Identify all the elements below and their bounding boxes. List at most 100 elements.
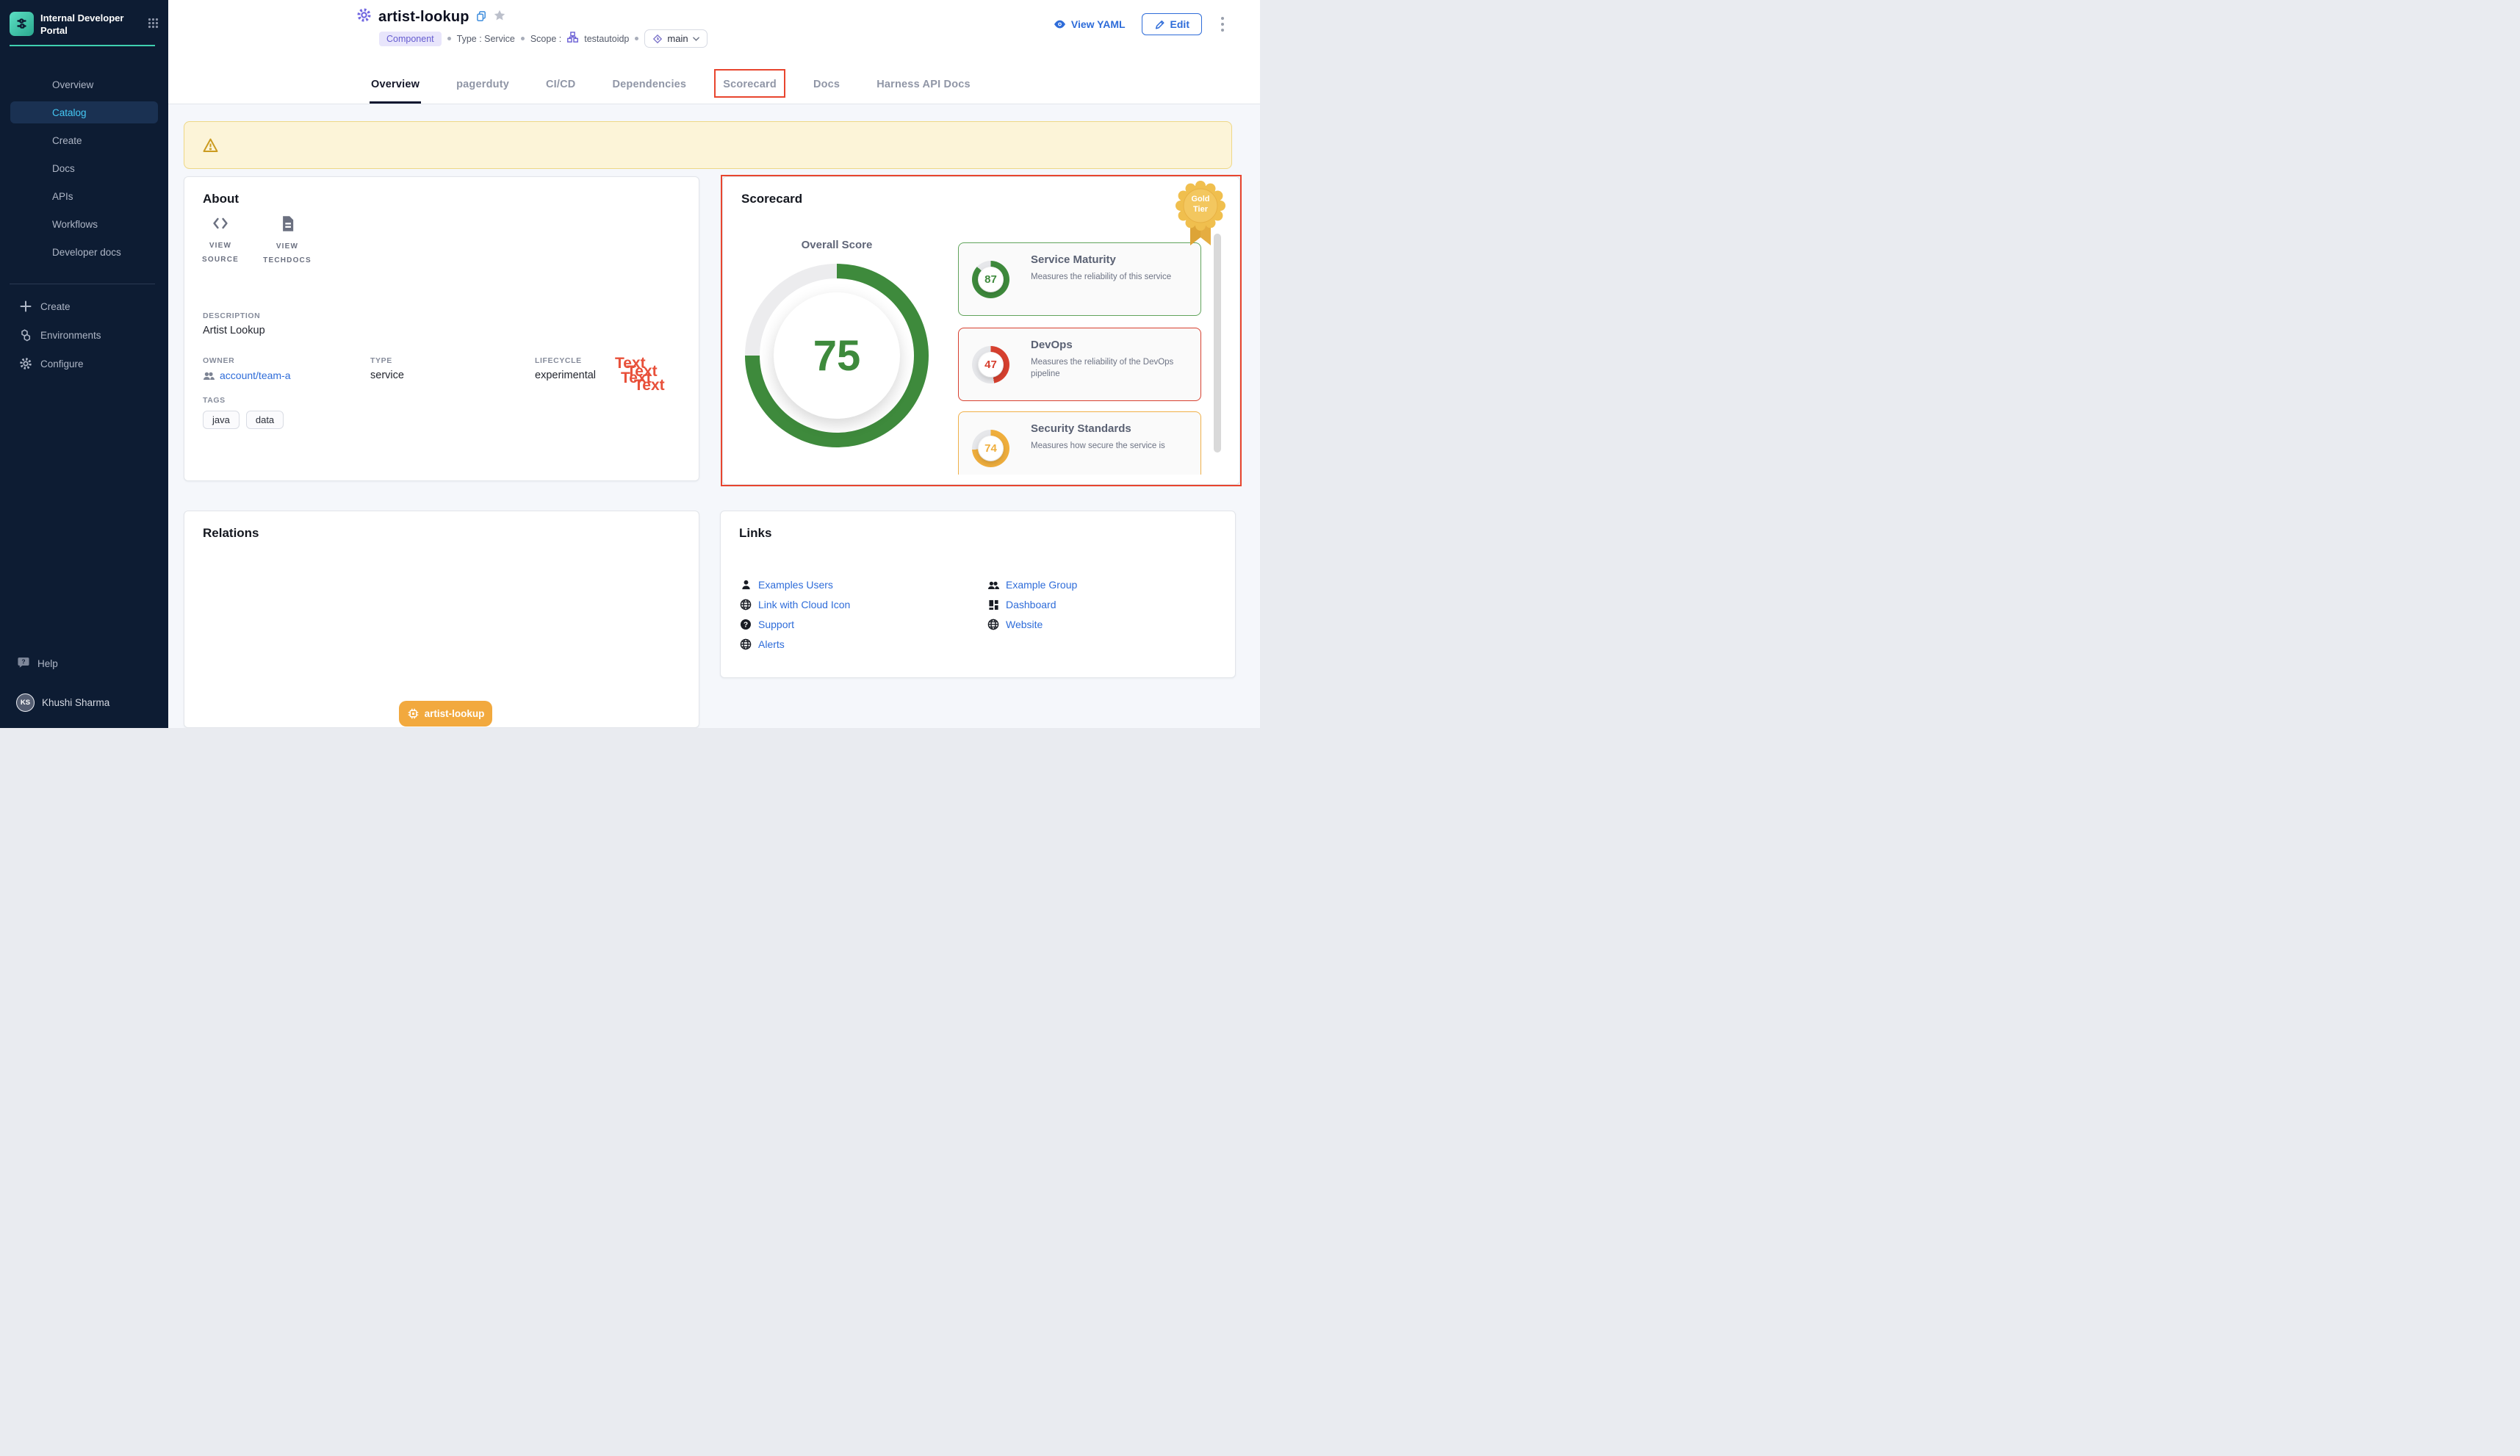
globe-icon [740, 638, 752, 650]
avatar: KS [16, 693, 35, 712]
view-source-label: VIEW SOURCE [195, 239, 246, 267]
owner-link[interactable]: account/team-a [203, 370, 291, 381]
tier-badge-label: Gold Tier [1184, 195, 1217, 215]
link-alerts[interactable]: Alerts [740, 638, 785, 650]
tab-dependencies[interactable]: Dependencies [612, 65, 686, 104]
sidebar-item-environments[interactable]: Environments [0, 325, 168, 345]
scorecard-list: 87 Service Maturity Measures the reliabi… [954, 236, 1208, 475]
score-gauge: 47 [972, 346, 1009, 383]
portal-logo-icon [10, 12, 34, 36]
sidebar-item-apis[interactable]: APIs [10, 185, 158, 207]
eye-icon [1054, 18, 1066, 30]
kind-badge[interactable]: Component [379, 32, 442, 46]
component-gear-icon [356, 7, 372, 26]
warning-icon [202, 137, 219, 153]
link-label: Alerts [758, 638, 785, 650]
hexagons-icon [19, 329, 32, 342]
link-support[interactable]: Support [740, 619, 794, 630]
score-name: Service Maturity [1031, 253, 1116, 266]
tags-label: TAGS [203, 396, 284, 405]
annotation-text-marks: Text Text Text Text [615, 355, 696, 421]
chat-help-icon [18, 656, 30, 671]
owner-label: OWNER [203, 356, 291, 365]
relations-node-artist-lookup[interactable]: artist-lookup [399, 701, 492, 727]
scorecard-title: Scorecard [741, 192, 802, 206]
document-icon [280, 215, 295, 232]
description-label: DESCRIPTION [203, 311, 265, 320]
sidebar-item-workflows[interactable]: Workflows [10, 213, 158, 235]
scorecard-panel: Scorecard Overall Score 75 Gold Tier [722, 176, 1240, 485]
link-label: Dashboard [1006, 599, 1056, 610]
links-card: Links Examples Users Link with Cloud Ico… [720, 511, 1236, 678]
sidebar-item-label: Environments [40, 330, 101, 341]
link-website[interactable]: Website [987, 619, 1043, 630]
type-value: service [370, 370, 404, 381]
scorecard-scrollbar[interactable] [1214, 234, 1221, 453]
score-description: Measures the reliability of the DevOps p… [1031, 356, 1196, 380]
sidebar-item-developer-docs[interactable]: Developer docs [10, 241, 158, 263]
branch-selector[interactable]: main [644, 29, 707, 48]
globe-icon [740, 599, 752, 610]
score-gauge: 74 [972, 430, 1009, 467]
view-yaml-button[interactable]: View YAML [1054, 18, 1126, 30]
link-link-with-cloud-icon[interactable]: Link with Cloud Icon [740, 599, 850, 610]
user-profile[interactable]: KS Khushi Sharma [0, 693, 168, 712]
view-source-button[interactable]: VIEW SOURCE [187, 215, 253, 267]
tag-chip-data[interactable]: data [246, 411, 284, 429]
score-name: Security Standards [1031, 422, 1131, 435]
entity-header: artist-lookup Component Type : Service S… [168, 0, 1260, 104]
about-title: About [203, 192, 239, 206]
view-techdocs-label: VIEW TECHDOCS [262, 239, 313, 267]
brand: Internal Developer Portal [10, 12, 159, 37]
tab-overview[interactable]: Overview [371, 65, 420, 104]
grid-dots-icon[interactable] [148, 12, 159, 32]
dot-separator [447, 37, 451, 40]
code-icon [212, 215, 229, 231]
sidebar-item-create-action[interactable]: Create [0, 297, 168, 316]
edit-button[interactable]: Edit [1142, 13, 1202, 35]
links-title: Links [739, 526, 771, 541]
branch-name: main [667, 33, 688, 44]
more-options-kebab-icon[interactable] [1218, 14, 1227, 35]
relations-title: Relations [203, 526, 259, 541]
view-yaml-label: View YAML [1071, 18, 1126, 30]
tag-chip-java[interactable]: java [203, 411, 240, 429]
tab-scorecard[interactable]: Scorecard [723, 65, 777, 104]
description-value: Artist Lookup [203, 325, 265, 336]
score-gauge: 87 [972, 261, 1009, 298]
link-example-group[interactable]: Example Group [987, 579, 1077, 591]
help-label: Help [37, 658, 58, 669]
scorecard-item-service-maturity[interactable]: 87 Service Maturity Measures the reliabi… [958, 242, 1201, 316]
hierarchy-icon [567, 32, 578, 46]
tab-harness-api-docs[interactable]: Harness API Docs [876, 65, 971, 104]
entity-tabs: Overview pagerduty CI/CD Dependencies Sc… [371, 65, 971, 104]
scorecard-item-security-standards[interactable]: 74 Security Standards Measures how secur… [958, 411, 1201, 475]
tab-pagerduty[interactable]: pagerduty [456, 65, 509, 104]
link-examples-users[interactable]: Examples Users [740, 579, 833, 591]
scorecard-item-devops[interactable]: 47 DevOps Measures the reliability of th… [958, 328, 1201, 401]
tab-docs[interactable]: Docs [813, 65, 840, 104]
sidebar-item-docs[interactable]: Docs [10, 157, 158, 179]
sidebar-item-help[interactable]: Help [0, 654, 168, 673]
sidebar-secondary: Create Environments Configure [0, 297, 168, 373]
score-description: Measures the reliability of this service [1031, 271, 1196, 283]
score-value: 74 [984, 442, 997, 455]
star-icon[interactable] [494, 10, 505, 25]
view-techdocs-button[interactable]: VIEW TECHDOCS [254, 215, 320, 267]
edit-label: Edit [1170, 18, 1189, 30]
copy-icon[interactable] [476, 10, 487, 26]
pencil-icon [1154, 19, 1165, 30]
warning-banner [184, 121, 1232, 169]
sidebar-item-create[interactable]: Create [10, 129, 158, 151]
lifecycle-label: LIFECYCLE [535, 356, 596, 365]
link-dashboard[interactable]: Dashboard [987, 599, 1056, 610]
sidebar: Internal Developer Portal Overview Catal… [0, 0, 168, 728]
owner-value: account/team-a [220, 370, 291, 381]
sidebar-item-catalog[interactable]: Catalog [10, 101, 158, 123]
tab-cicd[interactable]: CI/CD [546, 65, 575, 104]
dot-separator [635, 37, 638, 40]
sidebar-item-configure[interactable]: Configure [0, 354, 168, 373]
chevron-down-icon [693, 37, 699, 41]
person-icon [740, 579, 752, 591]
sidebar-item-overview[interactable]: Overview [10, 73, 158, 95]
